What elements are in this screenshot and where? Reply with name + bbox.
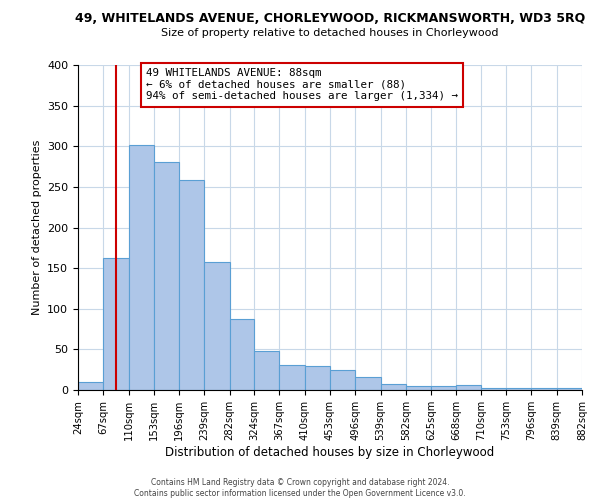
Bar xyxy=(330,370,355,390)
Bar xyxy=(154,162,179,390)
Bar xyxy=(103,258,128,390)
Bar xyxy=(230,318,254,390)
Bar xyxy=(406,386,431,390)
Bar xyxy=(355,377,380,390)
Bar xyxy=(506,388,532,390)
Y-axis label: Number of detached properties: Number of detached properties xyxy=(32,140,41,315)
Bar xyxy=(431,386,456,390)
Bar xyxy=(557,388,582,390)
Bar xyxy=(128,144,154,390)
Bar xyxy=(280,365,305,390)
Bar xyxy=(380,384,406,390)
Bar xyxy=(305,366,330,390)
Bar xyxy=(532,388,557,390)
Text: Contains HM Land Registry data © Crown copyright and database right 2024.
Contai: Contains HM Land Registry data © Crown c… xyxy=(134,478,466,498)
Bar xyxy=(179,180,204,390)
Bar xyxy=(204,262,230,390)
X-axis label: Distribution of detached houses by size in Chorleywood: Distribution of detached houses by size … xyxy=(166,446,494,458)
Text: Size of property relative to detached houses in Chorleywood: Size of property relative to detached ho… xyxy=(161,28,499,38)
Bar xyxy=(481,388,506,390)
Bar xyxy=(78,382,103,390)
Bar xyxy=(456,385,481,390)
Text: 49, WHITELANDS AVENUE, CHORLEYWOOD, RICKMANSWORTH, WD3 5RQ: 49, WHITELANDS AVENUE, CHORLEYWOOD, RICK… xyxy=(75,12,585,26)
Bar xyxy=(254,351,280,390)
Text: 49 WHITELANDS AVENUE: 88sqm
← 6% of detached houses are smaller (88)
94% of semi: 49 WHITELANDS AVENUE: 88sqm ← 6% of deta… xyxy=(146,68,458,102)
